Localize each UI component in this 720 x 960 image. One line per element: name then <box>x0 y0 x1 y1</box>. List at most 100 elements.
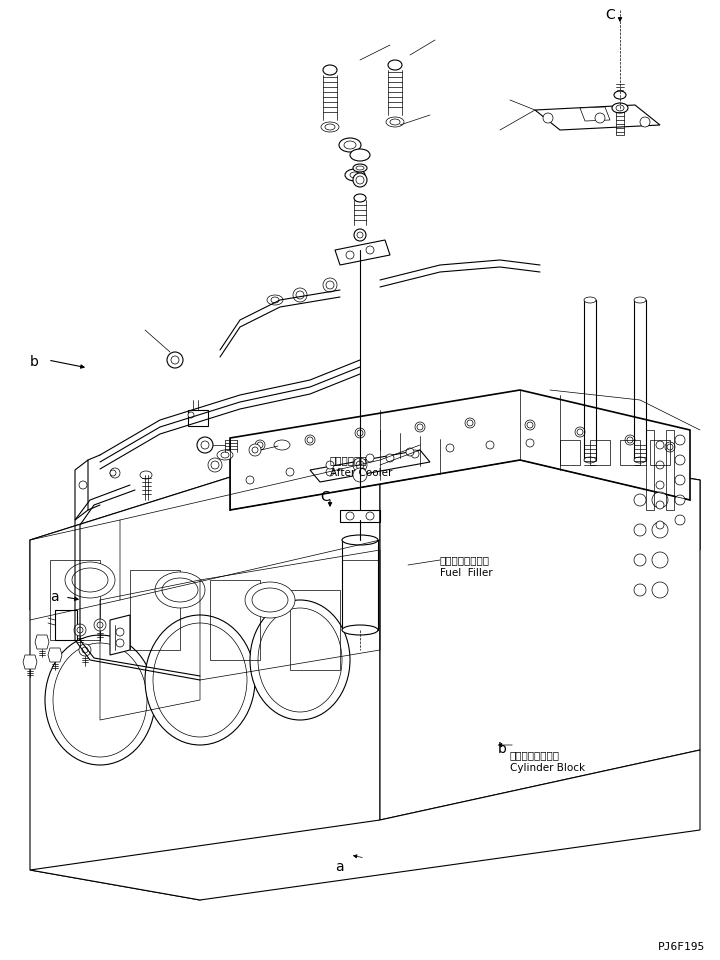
Circle shape <box>526 439 534 447</box>
Bar <box>584 300 596 460</box>
Text: フェエルフィルタ: フェエルフィルタ <box>440 555 490 565</box>
Circle shape <box>386 454 394 462</box>
Circle shape <box>296 291 304 299</box>
Circle shape <box>595 113 605 123</box>
Ellipse shape <box>350 172 360 178</box>
Circle shape <box>82 647 88 653</box>
Circle shape <box>353 173 367 187</box>
Circle shape <box>634 524 646 536</box>
Ellipse shape <box>584 297 596 303</box>
Polygon shape <box>30 430 700 610</box>
Bar <box>666 430 674 510</box>
Ellipse shape <box>342 625 378 635</box>
Circle shape <box>94 619 106 631</box>
Bar <box>50 560 100 640</box>
Circle shape <box>167 352 183 368</box>
Ellipse shape <box>274 440 290 450</box>
Polygon shape <box>535 105 660 130</box>
Ellipse shape <box>342 535 378 545</box>
Circle shape <box>525 420 535 430</box>
Circle shape <box>356 461 364 469</box>
Text: Cylinder Block: Cylinder Block <box>510 763 585 773</box>
Circle shape <box>171 356 179 364</box>
Ellipse shape <box>162 578 198 602</box>
Circle shape <box>667 444 673 450</box>
Bar <box>342 540 378 630</box>
Text: b: b <box>30 355 39 369</box>
Bar <box>634 300 646 460</box>
Circle shape <box>326 461 334 469</box>
Text: b: b <box>498 742 507 756</box>
Circle shape <box>357 430 363 436</box>
Polygon shape <box>35 635 49 649</box>
Ellipse shape <box>258 608 342 712</box>
Circle shape <box>652 552 668 568</box>
Text: a: a <box>335 860 343 874</box>
Circle shape <box>543 113 553 123</box>
Ellipse shape <box>221 452 229 458</box>
Polygon shape <box>335 240 390 265</box>
Circle shape <box>77 627 83 633</box>
Circle shape <box>675 495 685 505</box>
Polygon shape <box>380 430 700 820</box>
Bar <box>650 440 670 465</box>
Circle shape <box>326 468 334 476</box>
Bar <box>340 510 380 522</box>
Circle shape <box>625 435 635 445</box>
Ellipse shape <box>321 122 339 132</box>
Bar <box>188 410 208 426</box>
Circle shape <box>652 492 668 508</box>
Circle shape <box>110 468 120 478</box>
Polygon shape <box>30 430 380 900</box>
Ellipse shape <box>140 471 152 479</box>
Circle shape <box>201 441 209 449</box>
Circle shape <box>116 639 124 647</box>
Ellipse shape <box>386 117 404 127</box>
Bar <box>616 110 624 135</box>
Circle shape <box>354 229 366 241</box>
Circle shape <box>411 450 419 458</box>
Text: シリンダブロック: シリンダブロック <box>510 750 560 760</box>
Ellipse shape <box>217 450 233 460</box>
Circle shape <box>467 420 473 426</box>
Circle shape <box>627 437 633 443</box>
Ellipse shape <box>344 141 356 149</box>
Circle shape <box>74 624 86 636</box>
Ellipse shape <box>634 457 646 463</box>
Ellipse shape <box>612 103 628 113</box>
Polygon shape <box>48 648 62 662</box>
Circle shape <box>656 501 664 509</box>
Circle shape <box>257 442 263 448</box>
Ellipse shape <box>271 297 279 303</box>
Circle shape <box>675 515 685 525</box>
Circle shape <box>97 622 103 628</box>
Bar <box>290 590 340 670</box>
Circle shape <box>305 435 315 445</box>
Circle shape <box>323 278 337 292</box>
Bar <box>646 430 654 510</box>
Circle shape <box>252 447 258 453</box>
Circle shape <box>486 441 494 449</box>
Text: アフタクーラ: アフタクーラ <box>330 455 367 465</box>
Circle shape <box>356 461 364 469</box>
Circle shape <box>406 448 414 456</box>
Circle shape <box>640 117 650 127</box>
Polygon shape <box>310 450 430 482</box>
Circle shape <box>346 512 354 520</box>
Circle shape <box>356 176 364 184</box>
Ellipse shape <box>388 60 402 70</box>
Text: Fuel  Filler: Fuel Filler <box>440 568 492 578</box>
Circle shape <box>527 422 533 428</box>
Ellipse shape <box>267 295 283 305</box>
Circle shape <box>326 281 334 289</box>
Text: C: C <box>606 8 615 22</box>
Ellipse shape <box>325 124 335 130</box>
Circle shape <box>675 435 685 445</box>
Ellipse shape <box>584 457 596 463</box>
Circle shape <box>110 470 116 476</box>
Polygon shape <box>75 460 88 520</box>
Circle shape <box>211 461 219 469</box>
Circle shape <box>293 288 307 302</box>
Ellipse shape <box>350 149 370 161</box>
Ellipse shape <box>250 600 350 720</box>
